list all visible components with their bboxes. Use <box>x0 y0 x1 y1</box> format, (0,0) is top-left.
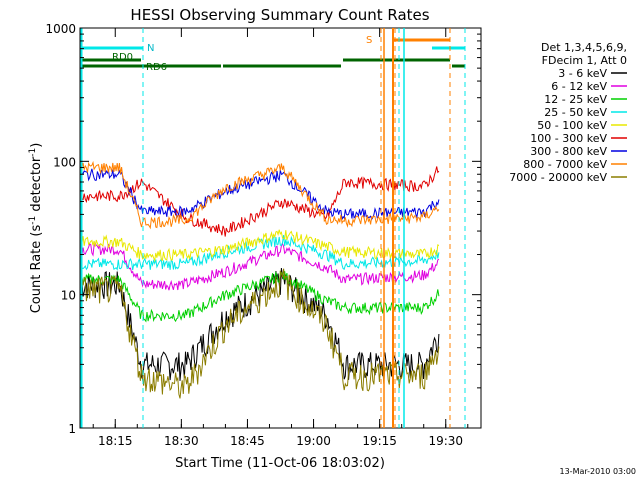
legend-label: 12 - 25 keV <box>544 93 607 106</box>
n-label: N <box>147 43 154 54</box>
y-tick-label: 1000 <box>45 22 76 36</box>
y-tick-label: 10 <box>61 289 76 303</box>
x-axis-label: Start Time (11-Oct-06 18:03:02) <box>175 456 385 471</box>
y-tick-label: 100 <box>53 155 76 169</box>
x-tick-label: 18:15 <box>98 434 133 448</box>
s-label: S <box>366 35 372 46</box>
x-tick-label: 19:00 <box>296 434 331 448</box>
y-tick-label: 1 <box>68 422 76 436</box>
series-line <box>80 160 440 230</box>
rd0-label: RD0 <box>112 52 133 63</box>
legend-header-line-1: Det 1,3,4,5,6,9, <box>541 41 627 54</box>
x-tick-label: 18:45 <box>230 434 265 448</box>
series-line <box>80 267 440 382</box>
x-tick-label: 19:15 <box>362 434 397 448</box>
x-axis: 18:15 18:30 18:45 19:00 19:15 19:30 <box>92 28 469 448</box>
series-line <box>80 271 440 323</box>
series-line <box>80 268 440 399</box>
legend-label: 3 - 6 keV <box>558 67 607 80</box>
series-line <box>80 242 440 291</box>
legend-label: 6 - 12 keV <box>551 80 607 93</box>
x-tick-label: 19:30 <box>428 434 463 448</box>
y-axis: 1 10 100 1000 <box>45 22 481 436</box>
plot-area: RD0 RD6 N S <box>79 27 482 429</box>
legend-label: 25 - 50 keV <box>544 106 607 119</box>
legend: Det 1,3,4,5,6,9, FDecim 1, Att 0 3 - 6 k… <box>509 41 627 184</box>
x-tick-label: 18:30 <box>164 434 199 448</box>
rd6-label: RD6 <box>146 62 167 73</box>
legend-label: 50 - 100 keV <box>537 119 607 132</box>
legend-label: 100 - 300 keV <box>530 132 607 145</box>
plot-frame <box>79 27 482 429</box>
series-line <box>80 229 440 263</box>
legend-label: 300 - 800 keV <box>530 145 607 158</box>
legend-header-line-2: FDecim 1, Att 0 <box>542 54 627 67</box>
y-axis-label: Count Rate (s-1 detector-1) <box>28 143 44 314</box>
legend-label: 800 - 7000 keV <box>523 158 607 171</box>
legend-label: 7000 - 20000 keV <box>509 171 607 184</box>
footer-timestamp: 13-Mar-2010 03:00 <box>560 467 637 476</box>
series-line <box>80 168 440 221</box>
series-line <box>80 166 440 237</box>
chart-title: HESSI Observing Summary Count Rates <box>130 6 429 24</box>
